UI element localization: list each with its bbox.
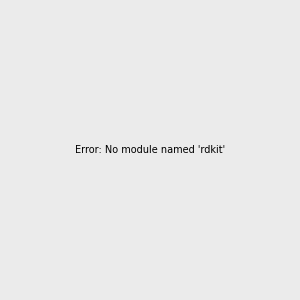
Text: Error: No module named 'rdkit': Error: No module named 'rdkit' — [75, 145, 225, 155]
